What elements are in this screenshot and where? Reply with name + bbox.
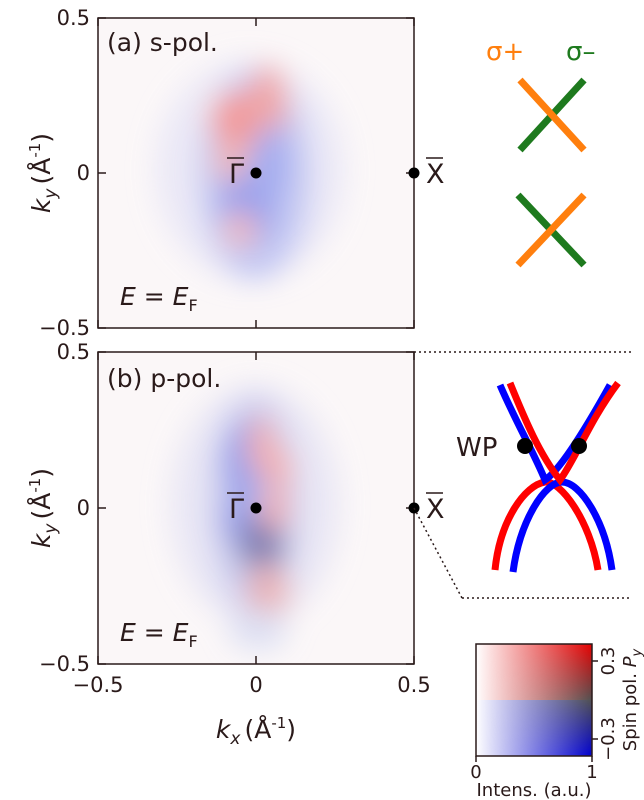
colorbar-y-label: Spin pol. Py — [620, 648, 644, 751]
panel-a-ytick-label: 0.5 — [57, 6, 90, 30]
panel-a-point-marker — [408, 167, 420, 179]
panel-a-ticks: 0.5 0 −0.5 — [39, 6, 415, 340]
colorbar-frame — [475, 643, 593, 757]
colorbar-x-label: Intens. (a.u.) — [476, 780, 591, 800]
sigma-plus-label: σ+ — [486, 37, 524, 67]
colorbar: 0 1 Intens. (a.u.) 0.3 −0.3 Spin pol. Py — [470, 643, 644, 800]
panel-a-point-marker — [250, 167, 262, 179]
panel-a-heatmap — [98, 18, 414, 328]
panel-a-ytick-label: 0 — [77, 161, 90, 185]
band-blue-upper — [496, 383, 614, 486]
weyl-point-left — [517, 438, 533, 454]
panel-b-ticks: 0.5 0 −0.5−0.5 0 0.5 — [39, 340, 431, 697]
panel-b: 0.5 0 −0.5−0.5 0 0.5 (b) p-pol. E = EF ky(Å-… — [26, 340, 445, 749]
panel-b-point-marker — [250, 502, 262, 514]
panel-b-point-label: Γ — [229, 494, 244, 525]
colorbar-ytick-label-bottom: −0.3 — [598, 717, 619, 761]
svg-text:ky(Å-1): ky(Å-1) — [26, 468, 61, 548]
panel-a-y-axis-label: ky(Å-1) — [26, 133, 61, 213]
panel-a-point-label: X — [426, 159, 445, 190]
panel-b-ytick-label: 0.5 — [57, 340, 90, 364]
panel-a-ytick-label: −0.5 — [39, 316, 90, 340]
colorbar-xtick-label-1: 1 — [586, 762, 597, 783]
panel-b-energy-label: E = EF — [120, 618, 198, 651]
band-red-upper — [506, 380, 621, 486]
panel-a-energy-label: E = EF — [120, 282, 198, 315]
panel-b-ytick-label: 0 — [77, 496, 90, 520]
panel-b-x-axis-label: kx (Å-1) — [216, 714, 296, 749]
sigma-plus-line-lower — [515, 192, 587, 268]
sigma-minus-label: σ– — [566, 37, 595, 67]
sigma-schematic: σ+ σ– — [486, 37, 595, 268]
weyl-point-right — [571, 438, 587, 454]
zoom-connector-diagonal — [413, 507, 463, 599]
panel-a-label: (a) s-pol. — [107, 28, 218, 57]
colorbar-neutral-band — [476, 644, 592, 756]
panel-b-ytick-label: −0.5 — [39, 652, 90, 676]
panel-b-label: (b) p-pol. — [107, 364, 221, 393]
panel-b-xtick-label: 0.5 — [397, 673, 430, 697]
panel-b-y-axis-label: ky(Å-1) — [26, 468, 61, 548]
panel-b-point-label: X — [426, 494, 445, 525]
panel-b-xtick-label: −0.5 — [73, 673, 124, 697]
weyl-point-label: WP — [456, 433, 497, 463]
colorbar-xtick-label-0: 0 — [470, 762, 481, 783]
panel-a-point-label: Γ — [229, 159, 244, 190]
sigma-plus-line-upper — [517, 77, 587, 153]
band-schematic: WP — [456, 380, 621, 573]
svg-text:ky(Å-1): ky(Å-1) — [26, 133, 61, 213]
colorbar-ytick-label-top: 0.3 — [598, 647, 619, 676]
panel-b-xtick-label: 0 — [249, 673, 262, 697]
